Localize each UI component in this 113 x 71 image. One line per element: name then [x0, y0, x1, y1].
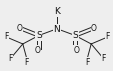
Text: S: S	[36, 31, 41, 40]
Text: F: F	[4, 32, 8, 41]
Text: O: O	[90, 24, 96, 33]
Text: F: F	[84, 58, 89, 67]
Text: N: N	[53, 25, 60, 34]
Text: O: O	[17, 24, 23, 33]
Text: S: S	[72, 31, 77, 40]
Text: F: F	[9, 54, 13, 63]
Text: O: O	[34, 46, 40, 55]
Text: F: F	[24, 58, 29, 67]
Text: F: F	[105, 32, 109, 41]
Text: F: F	[100, 54, 104, 63]
Text: O: O	[73, 46, 79, 55]
Text: K: K	[54, 7, 59, 16]
